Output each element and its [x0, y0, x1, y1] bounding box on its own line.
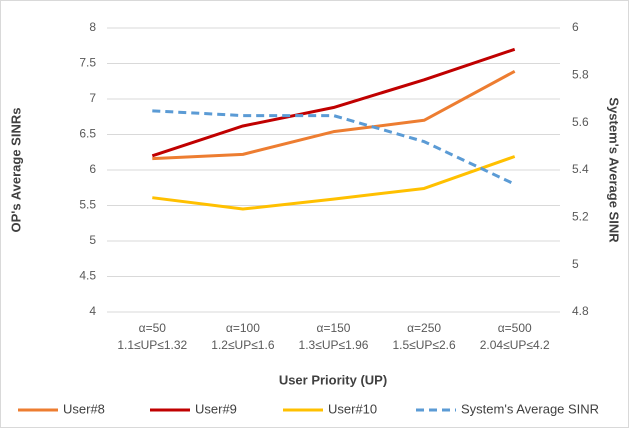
legend-label: System's Average SINR: [461, 401, 599, 416]
y-tick-label: 6.5: [79, 127, 96, 141]
y2-tick-label: 5.8: [572, 68, 589, 82]
y-tick-label: 8: [89, 20, 96, 34]
y-tick-label: 7: [89, 91, 96, 105]
x-tick-label: α=150: [317, 321, 351, 335]
x-tick-label: 1.3≤UP≤1.96: [299, 338, 369, 352]
x-tick-label: 1.5≤UP≤2.6: [392, 338, 456, 352]
x-tick-label: 1.2≤UP≤1.6: [211, 338, 275, 352]
y-tick-label: 5: [89, 233, 96, 247]
legend-label: User#9: [195, 401, 237, 416]
x-tick-label: 2.04≤UP≤4.2: [480, 338, 550, 352]
x-axis-title: User Priority (UP): [279, 372, 387, 387]
y-tick-label: 6: [89, 162, 96, 176]
legend-label: User#8: [63, 401, 105, 416]
y-tick-label: 5.5: [79, 198, 96, 212]
y2-tick-label: 5.2: [572, 210, 589, 224]
y-tick-label: 7.5: [79, 56, 96, 70]
y-tick-label: 4: [89, 304, 96, 318]
y2-tick-label: 5.6: [572, 115, 589, 129]
y2-tick-label: 5: [572, 257, 579, 271]
x-tick-label: α=50: [139, 321, 167, 335]
x-tick-label: α=100: [226, 321, 260, 335]
series-line: [152, 69, 516, 161]
y2-axis-title: System's Average SINR: [607, 97, 622, 243]
legend-label: User#10: [328, 401, 377, 416]
y2-tick-label: 5.4: [572, 162, 589, 176]
x-tick-label: 1.1≤UP≤1.32: [117, 338, 187, 352]
y2-tick-label: 6: [572, 20, 579, 34]
x-tick-label: α=250: [407, 321, 441, 335]
series-line: [151, 47, 516, 158]
x-tick-label: α=500: [498, 321, 532, 335]
y2-tick-label: 4.8: [572, 304, 589, 318]
y-tick-label: 4.5: [79, 269, 96, 283]
y-axis-title: OP's Average SINRs: [8, 108, 23, 233]
series-line: [152, 155, 516, 211]
